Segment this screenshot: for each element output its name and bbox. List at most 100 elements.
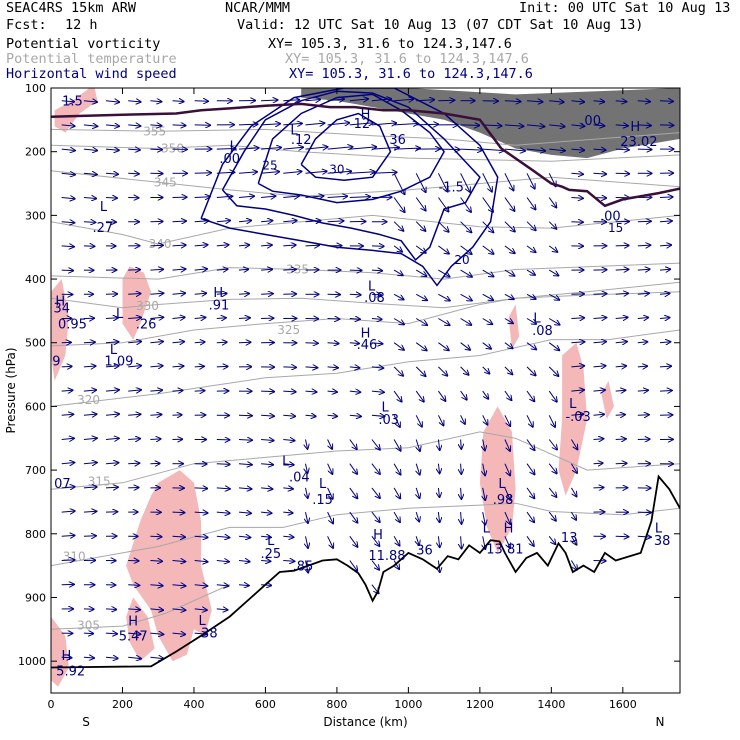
wind-vector: [371, 99, 391, 101]
wind-vector: [61, 414, 74, 415]
wind-vector: [570, 439, 577, 450]
wind-vector: [105, 198, 117, 199]
wind-vector: [261, 196, 275, 197]
y-tick-label: 900: [25, 591, 46, 604]
wind-vector: [659, 318, 669, 319]
wind-vector: [659, 293, 669, 294]
wind-vector: [460, 390, 467, 400]
extremum-label: 1.5: [62, 95, 83, 110]
extremum-label: .00: [600, 209, 621, 224]
extremum-label: L: [655, 521, 663, 536]
wind-vector: [504, 318, 513, 324]
wind-vector: [526, 173, 535, 188]
wind-vector: [128, 414, 140, 415]
wind-vector: [615, 390, 626, 391]
wind-vector: [371, 270, 382, 271]
wind-vector: [61, 149, 75, 150]
field-xy-pv: XY= 105.3, 31.6 to 124.3,147.6: [268, 36, 512, 52]
wind-vector: [637, 245, 651, 246]
wind-vector: [216, 269, 228, 270]
wind-vector: [416, 100, 434, 101]
wind-vector: [128, 318, 141, 319]
wind-vector: [194, 561, 208, 562]
wind-vector: [615, 149, 629, 150]
wind-vector: [438, 512, 439, 522]
wind-vector: [571, 101, 584, 102]
wind-vector: [615, 125, 628, 126]
wind-vector: [415, 269, 426, 276]
wind-vector: [349, 123, 373, 125]
wind-vector: [306, 463, 308, 473]
wind-vector: [548, 293, 559, 300]
wind-vector: [526, 439, 535, 451]
wind-vector: [482, 245, 494, 254]
wind-vector: [460, 173, 470, 192]
wind-isotach: [257, 93, 445, 204]
wind-vector: [393, 293, 404, 299]
wind-vector: [416, 463, 420, 475]
wind-vector: [305, 415, 316, 416]
wind-vector: [571, 511, 576, 520]
pv-anomaly-region: [122, 266, 152, 340]
wind-vector: [415, 415, 422, 426]
wind-vector: [349, 367, 360, 368]
wind-vector: [238, 342, 251, 343]
extremum-label: .25: [260, 547, 281, 562]
wind-vector: [371, 511, 380, 522]
wind-vector: [482, 415, 488, 424]
wind-vector: [637, 293, 649, 294]
wind-vector: [150, 657, 163, 658]
wind-vector: [283, 147, 303, 149]
wind-vector: [238, 440, 252, 441]
wind-vector: [549, 125, 565, 127]
wind-vector: [549, 101, 564, 102]
wind-vector: [194, 221, 209, 222]
extremum-label: 9: [52, 355, 60, 370]
wind-vector: [128, 149, 140, 150]
wind-vector: [526, 463, 535, 475]
y-tick-label: 500: [25, 337, 46, 350]
wind-vector: [83, 657, 94, 658]
wind-vector: [393, 439, 401, 451]
wind-vector: [216, 172, 235, 173]
wind-vector: [61, 246, 74, 247]
wind-vector: [482, 149, 504, 151]
wind-vector: [438, 463, 439, 474]
wind-vector: [216, 609, 228, 610]
isotach-label: 15: [608, 221, 623, 235]
wind-vector: [172, 585, 186, 586]
pv-anomaly-region: [558, 342, 588, 496]
wind-vector: [305, 100, 321, 101]
wind-vector: [438, 342, 448, 351]
wind-vector: [61, 222, 75, 223]
wind-vector: [238, 561, 250, 562]
wind-vector: [637, 536, 651, 537]
wind-vector: [305, 196, 324, 198]
wind-vector: [194, 173, 211, 174]
y-tick-label: 300: [25, 209, 46, 222]
wind-vector: [615, 415, 625, 416]
wind-vector: [659, 101, 673, 102]
wind-vector: [415, 318, 427, 326]
wind-isotach: [200, 88, 499, 287]
wind-vector: [83, 342, 95, 343]
wind-vector: [349, 343, 359, 344]
wind-vector: [349, 560, 357, 571]
wind-vector: [83, 366, 96, 367]
wind-vector: [526, 511, 534, 522]
wind-vector: [194, 512, 208, 513]
wind-vector: [306, 487, 308, 498]
wind-isotach: [300, 112, 392, 182]
wind-vector: [637, 101, 650, 102]
wind-vector: [172, 609, 186, 610]
wind-vector: [504, 197, 515, 211]
y-tick-label: 100: [25, 82, 46, 95]
wind-vector: [216, 342, 227, 343]
wind-vector: [349, 197, 370, 198]
wind-vector: [637, 221, 651, 222]
wind-vector: [83, 536, 96, 537]
wind-vector: [61, 270, 73, 271]
wind-vector: [548, 221, 556, 229]
wind-vector: [615, 101, 627, 102]
extremum-label: L: [533, 311, 541, 326]
